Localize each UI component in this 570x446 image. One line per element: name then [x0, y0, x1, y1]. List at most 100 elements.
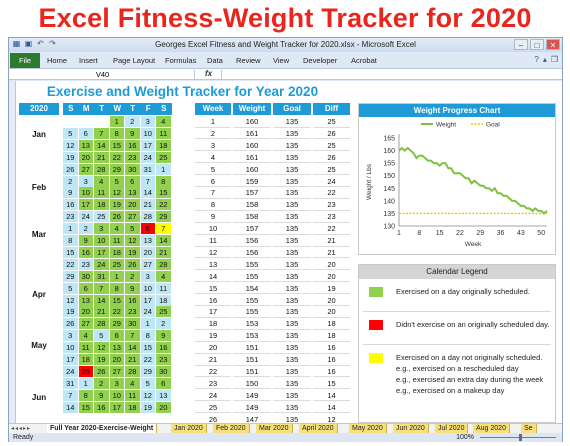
table-cell[interactable]: 16	[313, 354, 350, 366]
calendar-day[interactable]: 17	[78, 199, 94, 212]
table-cell[interactable]: 135	[273, 330, 311, 342]
calendar-day[interactable]: 2	[156, 318, 172, 331]
table-cell[interactable]: 155	[233, 271, 271, 283]
calendar-day[interactable]: 11	[94, 187, 110, 200]
table-cell[interactable]: 25	[195, 402, 231, 414]
calendar-day[interactable]: 27	[78, 318, 94, 331]
table-cell[interactable]: 135	[273, 306, 311, 318]
zoom-knob[interactable]	[519, 434, 522, 441]
sheet-tab[interactable]: Jan 2020	[171, 424, 207, 433]
worksheet[interactable]: Exercise and Weight Tracker for Year 202…	[9, 81, 562, 423]
calendar-day[interactable]: 3	[94, 223, 110, 236]
tab-data[interactable]: Data	[207, 56, 223, 65]
table-cell[interactable]: 135	[273, 259, 311, 271]
calendar-day[interactable]: 12	[63, 139, 79, 152]
table-cell[interactable]: 160	[233, 116, 271, 128]
table-cell[interactable]: 135	[273, 140, 311, 152]
calendar-day[interactable]: 20	[156, 401, 172, 414]
calendar-day[interactable]: 9	[78, 235, 94, 247]
tab-review[interactable]: Review	[236, 56, 261, 65]
calendar-day[interactable]: 7	[125, 330, 141, 343]
calendar-day[interactable]: 24	[63, 365, 79, 378]
calendar-day[interactable]: 6	[78, 127, 94, 140]
calendar-day[interactable]: 22	[140, 354, 156, 366]
calendar-day[interactable]: 13	[78, 139, 94, 152]
table-cell[interactable]: 18	[313, 318, 350, 330]
close-icon[interactable]: ✕	[546, 39, 560, 50]
calendar-day[interactable]: 12	[140, 389, 156, 402]
calendar-day[interactable]: 26	[125, 258, 141, 271]
calendar-day[interactable]: 29	[140, 365, 156, 378]
calendar-day[interactable]: 10	[140, 282, 156, 295]
table-cell[interactable]: 157	[233, 187, 271, 199]
calendar-day[interactable]: 14	[63, 401, 79, 414]
table-cell[interactable]: 160	[233, 140, 271, 152]
calendar-day[interactable]: 2	[63, 175, 79, 188]
formula-input[interactable]	[221, 70, 559, 79]
calendar-day[interactable]: 10	[109, 389, 125, 402]
redo-icon[interactable]: ↷	[49, 39, 56, 48]
calendar-day[interactable]: 16	[94, 401, 110, 414]
table-cell[interactable]: 2	[195, 128, 231, 140]
calendar-day[interactable]: 17	[140, 294, 156, 307]
table-cell[interactable]: 157	[233, 223, 271, 235]
calendar-day[interactable]: 10	[94, 235, 110, 247]
minimize-icon[interactable]: –	[514, 39, 528, 50]
insert-function-icon[interactable]: fx	[205, 69, 213, 78]
table-cell[interactable]: 150	[233, 378, 271, 390]
table-cell[interactable]: 1	[195, 116, 231, 128]
calendar-day[interactable]: 6	[125, 175, 141, 188]
calendar-day[interactable]: 4	[125, 377, 141, 390]
name-box[interactable]: V40	[11, 70, 195, 79]
table-cell[interactable]: 19	[313, 283, 350, 295]
calendar-day[interactable]: 11	[125, 389, 141, 402]
tab-view[interactable]: View	[273, 56, 290, 65]
calendar-day[interactable]: 12	[109, 187, 125, 200]
undo-icon[interactable]: ↶	[37, 39, 44, 48]
calendar-day[interactable]: 19	[109, 199, 125, 212]
calendar-day[interactable]: 16	[125, 139, 141, 152]
calendar-day[interactable]: 25	[156, 151, 172, 164]
table-cell[interactable]: 20	[313, 295, 350, 307]
calendar-day[interactable]: 18	[109, 246, 125, 259]
restore-icon[interactable]: ❐	[550, 55, 558, 64]
table-cell[interactable]: 20	[313, 271, 350, 283]
table-cell[interactable]: 135	[273, 342, 311, 354]
calendar-day[interactable]: 26	[63, 318, 79, 331]
table-cell[interactable]: 135	[273, 378, 311, 390]
calendar-day[interactable]: 21	[156, 246, 172, 259]
calendar-day[interactable]: 22	[109, 306, 125, 319]
calendar-day[interactable]: 7	[140, 175, 156, 188]
calendar-day[interactable]: 23	[156, 354, 172, 366]
calendar-day[interactable]: 5	[109, 175, 125, 188]
table-cell[interactable]: 16	[195, 295, 231, 307]
calendar-day[interactable]: 31	[94, 270, 110, 283]
table-cell[interactable]: 20	[313, 259, 350, 271]
table-cell[interactable]: 155	[233, 259, 271, 271]
calendar-day[interactable]: 31	[140, 163, 156, 176]
calendar-day[interactable]: 30	[125, 318, 141, 331]
table-cell[interactable]: 11	[195, 235, 231, 247]
save-icon[interactable]: ▣	[24, 39, 33, 48]
calendar-day[interactable]: 31	[63, 377, 79, 390]
calendar-day[interactable]: 10	[140, 127, 156, 140]
calendar-day[interactable]: 9	[125, 127, 141, 140]
tab-acrobat[interactable]: Acrobat	[351, 56, 377, 65]
calendar-day[interactable]: 1	[140, 318, 156, 331]
table-cell[interactable]: 23	[313, 199, 350, 211]
table-cell[interactable]: 21	[313, 235, 350, 247]
calendar-day[interactable]: 16	[156, 342, 172, 355]
table-cell[interactable]: 149	[233, 390, 271, 402]
calendar-day[interactable]: 18	[125, 401, 141, 414]
calendar-day[interactable]: 14	[94, 139, 110, 152]
sheet-tab[interactable]: May 2020	[349, 424, 387, 433]
table-cell[interactable]: 14	[195, 271, 231, 283]
calendar-day[interactable]: 24	[78, 211, 94, 224]
calendar-day[interactable]: 29	[156, 211, 172, 224]
calendar-day[interactable]: 8	[140, 330, 156, 343]
calendar-day[interactable]: 26	[109, 211, 125, 224]
calendar-day[interactable]: 27	[140, 258, 156, 271]
table-cell[interactable]: 135	[273, 199, 311, 211]
calendar-day[interactable]: 12	[63, 294, 79, 307]
calendar-day[interactable]: 16	[63, 199, 79, 212]
